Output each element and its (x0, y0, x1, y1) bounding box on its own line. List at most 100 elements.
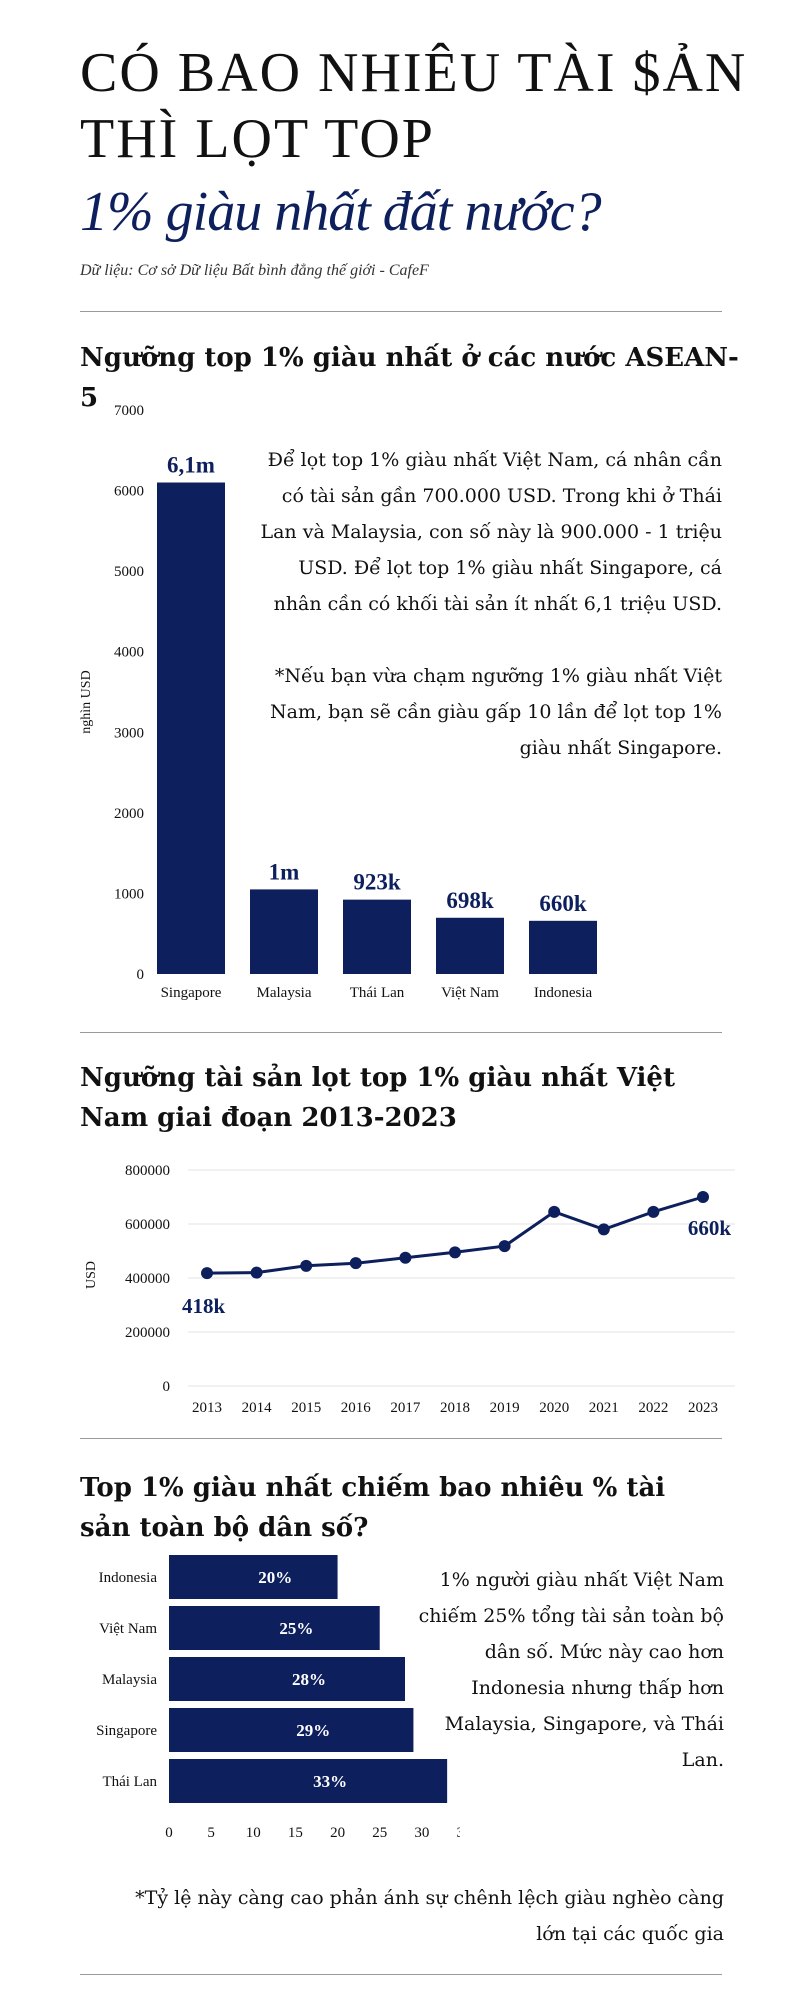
data-point (399, 1251, 412, 1264)
x-tick-label: 2020 (539, 1400, 569, 1416)
data-point (647, 1205, 660, 1218)
x-tick-label: 15 (288, 1825, 303, 1841)
x-tick-label: 25 (372, 1825, 387, 1841)
data-label: 33% (313, 1772, 347, 1791)
x-tick-label: 2023 (688, 1400, 718, 1416)
x-tick-label: 0 (165, 1825, 173, 1841)
data-label: 6,1m (167, 453, 215, 478)
section3-note-box: 1% người giàu nhất Việt Nam chiếm 25% tổ… (400, 1562, 724, 1778)
bar-việt-nam (436, 917, 504, 974)
section1-note-p1: Để lọt top 1% giàu nhất Việt Nam, cá nhâ… (260, 449, 722, 615)
bar-singapore (157, 482, 225, 974)
page-title: CÓ BAO NHIÊU TÀI $ẢN THÌ LỌT TOP (80, 40, 760, 172)
data-point (201, 1267, 213, 1280)
x-tick-label: 2021 (589, 1400, 619, 1416)
y-category-label: Malaysia (102, 1672, 157, 1688)
bar-việt-nam (169, 1606, 380, 1650)
y-tick-label: 600000 (125, 1217, 170, 1233)
data-label: 29% (296, 1721, 330, 1740)
y-category-label: Thái Lan (102, 1774, 157, 1790)
y-axis-label: nghìn USD (79, 670, 94, 733)
x-tick-label: 5 (207, 1825, 215, 1841)
x-tick-label: 2013 (192, 1400, 222, 1416)
x-category-label: Malaysia (257, 985, 312, 1001)
y-tick-label: 200000 (125, 1325, 170, 1341)
y-tick-label: 2000 (114, 806, 144, 822)
y-tick-label: 7000 (114, 403, 144, 419)
divider (80, 1438, 722, 1439)
section2-title: Ngưỡng tài sản lọt top 1% giàu nhất Việt… (80, 1063, 675, 1133)
data-label: 20% (258, 1568, 292, 1587)
y-tick-label: 800000 (125, 1163, 170, 1179)
x-tick-label: 2015 (291, 1400, 321, 1416)
data-point (597, 1223, 610, 1236)
section1-title: Ngưỡng top 1% giàu nhất ở các nước ASEAN… (80, 343, 739, 413)
data-point (498, 1240, 511, 1253)
chart-vn-trend: 0 200000 400000 600000 800000 USD 418k 660k 2… (84, 1163, 735, 1416)
x-tick-label: 2022 (638, 1400, 668, 1416)
y-category-label: Singapore (96, 1723, 157, 1739)
y-axis-label: USD (84, 1261, 99, 1289)
y-tick-label: 5000 (114, 564, 144, 580)
footnote-box: *Tỷ lệ này càng cao phản ánh sự chênh lệ… (110, 1880, 724, 1952)
data-label: 28% (292, 1670, 326, 1689)
y-tick-label: 0 (137, 967, 145, 983)
data-label: 1m (269, 859, 300, 884)
data-point (300, 1259, 313, 1272)
title-line-1: CÓ BAO NHIÊU TÀI $ẢN (80, 42, 748, 104)
x-tick-label: 35 (457, 1825, 461, 1841)
x-tick-label: 30 (414, 1825, 429, 1841)
x-tick-label: 20 (330, 1825, 345, 1841)
title-line-2: THÌ LỌT TOP (80, 108, 435, 170)
data-point (697, 1191, 709, 1203)
data-point (349, 1257, 362, 1270)
section3-footnote: *Tỷ lệ này càng cao phản ánh sự chênh lệ… (135, 1887, 724, 1945)
page-subtitle: 1% giàu nhất đất nước? (80, 181, 602, 243)
y-tick-label: 6000 (114, 484, 144, 500)
x-tick-label: 2014 (242, 1400, 273, 1416)
x-category-label: Singapore (161, 985, 222, 1001)
section3-note: 1% người giàu nhất Việt Nam chiếm 25% tổ… (418, 1569, 724, 1771)
bar-malaysia (169, 1657, 405, 1701)
x-tick-label: 2018 (440, 1400, 470, 1416)
data-point (548, 1205, 561, 1218)
series-line (206, 1195, 704, 1275)
bar-singapore (169, 1708, 414, 1752)
x-category-label: Việt Nam (441, 985, 499, 1001)
y-category-label: Indonesia (99, 1570, 158, 1586)
data-label: 25% (279, 1619, 313, 1638)
data-point (250, 1266, 263, 1279)
data-label: 698k (446, 888, 494, 913)
x-tick-label: 2016 (341, 1400, 372, 1416)
divider (80, 1032, 722, 1033)
x-category-label: Indonesia (534, 985, 593, 1001)
bar-thái-lan (169, 1759, 448, 1803)
y-tick-label: 3000 (114, 725, 144, 741)
y-tick-label: 4000 (114, 645, 144, 661)
data-label: 418k (182, 1294, 226, 1318)
section1-note: Để lọt top 1% giàu nhất Việt Nam, cá nhâ… (250, 442, 722, 766)
bar-malaysia (250, 889, 318, 974)
y-tick-label: 400000 (125, 1271, 170, 1287)
x-category-label: Thái Lan (350, 985, 405, 1001)
section3-title: Top 1% giàu nhất chiếm bao nhiêu % tài s… (80, 1473, 666, 1543)
bar-thái-lan (343, 899, 411, 974)
y-tick-label: 0 (163, 1379, 171, 1395)
divider (80, 311, 722, 312)
x-tick-label: 2019 (490, 1400, 520, 1416)
y-category-label: Việt Nam (99, 1621, 157, 1637)
data-point (449, 1246, 461, 1259)
data-source: Dữ liệu: Cơ sở Dữ liệu Bất bình đẳng thế… (80, 262, 429, 279)
data-label: 660k (688, 1216, 732, 1240)
divider (80, 1974, 722, 1975)
data-label: 660k (539, 891, 587, 916)
bar-indonesia (529, 920, 597, 974)
y-tick-label: 1000 (114, 886, 144, 902)
x-tick-label: 2017 (390, 1400, 421, 1416)
x-tick-label: 10 (246, 1825, 261, 1841)
chart-wealth-share: Indonesia Việt Nam Malaysia Singapore Thái L… (96, 1555, 461, 1841)
data-label: 923k (353, 870, 401, 895)
bar-indonesia (169, 1555, 338, 1599)
section1-note-p2: *Nếu bạn vừa chạm ngưỡng 1% giàu nhất Vi… (270, 665, 722, 759)
